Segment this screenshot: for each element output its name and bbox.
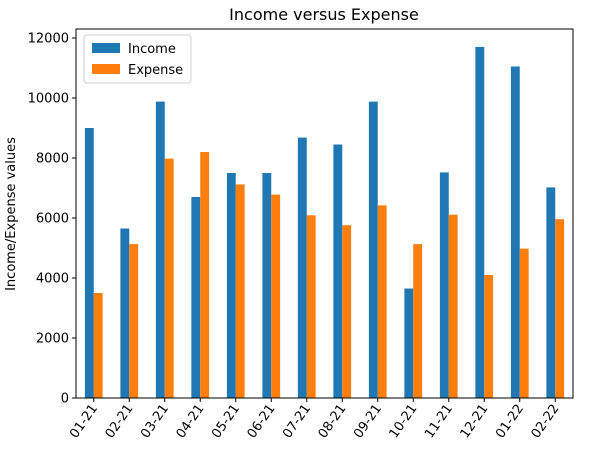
x-tick-label: 11-21 [422, 402, 456, 442]
x-tick-label: 08-21 [316, 402, 350, 442]
bar-expense-11-21 [448, 214, 458, 398]
bar-income-01-21 [84, 128, 94, 398]
x-tick-label: 12-21 [458, 402, 492, 442]
bar-expense-07-21 [306, 215, 316, 398]
plot-area: 0 2000 4000 6000 8000 10000 12000 01-21 02-21 03-… [28, 28, 574, 442]
y-tick-label: 8000 [36, 152, 69, 167]
y-tick-label: 10000 [28, 92, 69, 107]
bar-income-08-21 [333, 144, 343, 398]
bar-expense-01-22 [519, 248, 529, 398]
y-tick-label: 6000 [36, 212, 69, 227]
bar-expense-05-21 [235, 184, 245, 398]
bar-expense-02-21 [129, 244, 139, 398]
bar-expense-09-21 [377, 205, 387, 398]
bar-income-03-21 [155, 101, 165, 398]
bar-income-06-21 [262, 173, 272, 398]
y-axis-label: Income/Expense values [4, 137, 19, 291]
y-tick-label: 2000 [36, 332, 69, 347]
bar-income-07-21 [297, 137, 307, 398]
bar-expense-01-21 [93, 293, 103, 398]
y-tick-label: 4000 [36, 272, 69, 287]
x-tick-label: 06-21 [245, 402, 279, 442]
legend: Income Expense [83, 34, 192, 84]
x-tick-label: 03-21 [138, 402, 172, 442]
legend-label-expense: Expense [128, 63, 183, 78]
x-tick-label: 01-21 [67, 402, 101, 442]
y-tick-label: 12000 [28, 32, 69, 47]
plot-frame [75, 28, 574, 399]
bar-expense-04-21 [200, 152, 210, 398]
bar-expense-12-21 [484, 275, 494, 398]
bar-income-09-21 [368, 101, 378, 398]
chart-title: Income versus Expense [229, 5, 419, 24]
x-tick-label: 09-21 [351, 402, 385, 442]
bar-expense-10-21 [413, 244, 423, 398]
bar-income-05-21 [226, 173, 236, 398]
bar-income-11-21 [439, 172, 449, 398]
x-tick-label: 10-21 [387, 402, 421, 442]
legend-swatch-expense [92, 64, 120, 74]
bar-expense-03-21 [164, 158, 174, 398]
y-tick-label: 0 [61, 392, 69, 407]
x-tick-label: 05-21 [209, 402, 243, 442]
bar-income-02-21 [120, 228, 130, 398]
bar-income-01-22 [510, 66, 520, 398]
legend-swatch-income [92, 43, 120, 53]
x-tick-label: 04-21 [174, 402, 208, 442]
bar-income-02-22 [546, 187, 556, 398]
legend-label-income: Income [128, 42, 176, 57]
x-tick-label: 01-22 [493, 402, 527, 442]
bar-income-12-21 [475, 47, 485, 398]
bar-expense-08-21 [342, 225, 352, 398]
x-tick-label: 07-21 [280, 402, 314, 442]
bar-expense-02-22 [555, 219, 565, 398]
x-tick-label: 02-22 [529, 402, 563, 442]
x-tick-label: 02-21 [103, 402, 137, 442]
bar-expense-06-21 [271, 194, 281, 398]
bar-income-10-21 [404, 288, 414, 398]
bar-income-04-21 [191, 197, 201, 398]
